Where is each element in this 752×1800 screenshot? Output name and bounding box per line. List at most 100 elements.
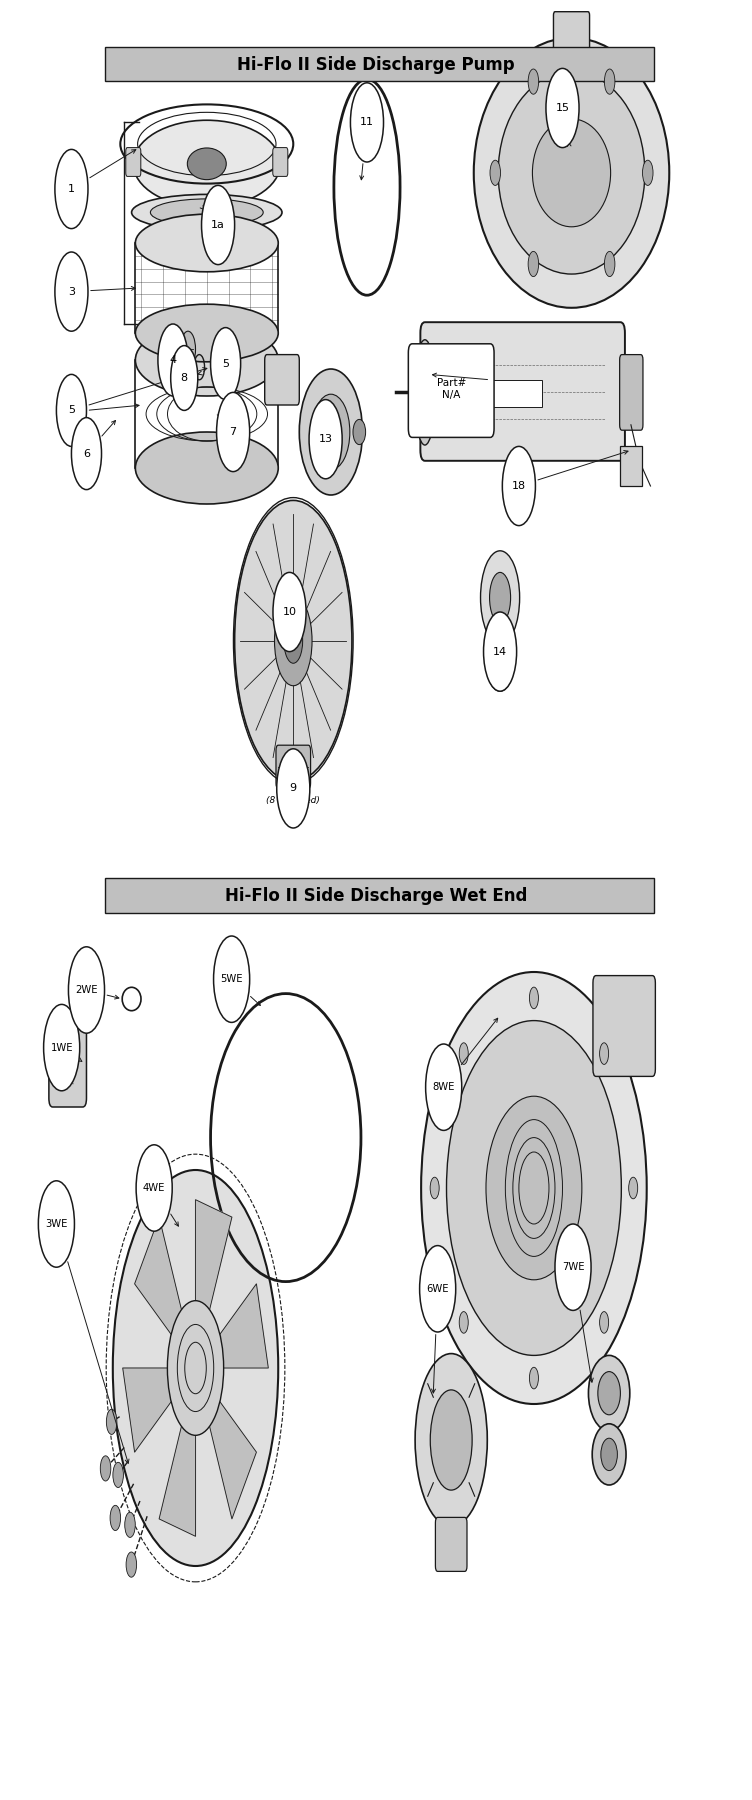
Circle shape — [528, 252, 538, 277]
Text: Hi-Flo II Side Discharge Wet End: Hi-Flo II Side Discharge Wet End — [225, 887, 527, 905]
Polygon shape — [196, 1199, 232, 1346]
Text: 8: 8 — [180, 373, 188, 383]
Ellipse shape — [601, 1438, 617, 1471]
Circle shape — [171, 346, 198, 410]
Ellipse shape — [532, 119, 611, 227]
Ellipse shape — [135, 304, 278, 362]
Circle shape — [110, 1505, 120, 1530]
Circle shape — [459, 1042, 468, 1064]
FancyBboxPatch shape — [273, 148, 288, 176]
Circle shape — [217, 392, 250, 472]
FancyBboxPatch shape — [408, 344, 494, 437]
Circle shape — [546, 68, 579, 148]
Circle shape — [214, 936, 250, 1022]
FancyBboxPatch shape — [484, 380, 542, 407]
Circle shape — [459, 1312, 468, 1334]
Circle shape — [235, 500, 352, 781]
Circle shape — [529, 986, 538, 1008]
Ellipse shape — [135, 324, 278, 396]
Text: 11: 11 — [360, 117, 374, 128]
Ellipse shape — [132, 194, 282, 230]
Circle shape — [277, 749, 310, 828]
Text: Hi-Flo II Side Discharge Pump: Hi-Flo II Side Discharge Pump — [237, 56, 515, 74]
Circle shape — [136, 1145, 172, 1231]
FancyBboxPatch shape — [435, 1517, 467, 1571]
Circle shape — [426, 1044, 462, 1130]
Circle shape — [629, 1177, 638, 1199]
Circle shape — [284, 619, 302, 662]
Circle shape — [415, 1354, 487, 1526]
FancyBboxPatch shape — [593, 976, 655, 1076]
Ellipse shape — [187, 148, 226, 180]
Circle shape — [211, 328, 241, 400]
Circle shape — [309, 400, 342, 479]
Ellipse shape — [593, 1424, 626, 1485]
FancyBboxPatch shape — [126, 148, 141, 176]
Circle shape — [555, 1224, 591, 1310]
Circle shape — [68, 947, 105, 1033]
Circle shape — [202, 185, 235, 265]
Ellipse shape — [498, 72, 645, 274]
Ellipse shape — [135, 432, 278, 504]
Circle shape — [55, 149, 88, 229]
FancyBboxPatch shape — [105, 47, 654, 81]
Ellipse shape — [150, 200, 263, 227]
FancyBboxPatch shape — [105, 878, 654, 913]
Circle shape — [158, 324, 188, 396]
Text: 9: 9 — [290, 783, 297, 794]
Ellipse shape — [589, 1355, 629, 1431]
Circle shape — [599, 1312, 608, 1334]
Text: 7: 7 — [229, 427, 237, 437]
Text: 3WE: 3WE — [45, 1219, 68, 1229]
Circle shape — [44, 1004, 80, 1091]
Text: (8 required): (8 required) — [266, 796, 320, 805]
Text: 1WE: 1WE — [50, 1042, 73, 1053]
Circle shape — [56, 374, 86, 446]
Polygon shape — [202, 1379, 256, 1519]
Circle shape — [71, 418, 102, 490]
Text: 4WE: 4WE — [143, 1183, 165, 1193]
Circle shape — [274, 596, 312, 686]
Circle shape — [420, 1246, 456, 1332]
Circle shape — [490, 160, 501, 185]
Circle shape — [493, 637, 508, 673]
Circle shape — [126, 1552, 137, 1577]
FancyBboxPatch shape — [265, 355, 299, 405]
Circle shape — [605, 252, 615, 277]
Text: 2WE: 2WE — [75, 985, 98, 995]
Text: 14: 14 — [493, 646, 507, 657]
Text: 4: 4 — [169, 355, 177, 365]
Circle shape — [490, 572, 511, 623]
Text: 10: 10 — [283, 607, 296, 617]
Circle shape — [485, 619, 515, 691]
Ellipse shape — [474, 38, 669, 308]
Circle shape — [605, 68, 615, 94]
Circle shape — [222, 331, 237, 367]
Circle shape — [55, 252, 88, 331]
Circle shape — [481, 551, 520, 644]
Polygon shape — [159, 1390, 196, 1537]
Circle shape — [599, 1042, 608, 1064]
Ellipse shape — [135, 214, 278, 272]
Text: 7WE: 7WE — [562, 1262, 584, 1273]
Text: 13: 13 — [319, 434, 332, 445]
Circle shape — [529, 1368, 538, 1390]
Ellipse shape — [447, 1021, 621, 1355]
Polygon shape — [123, 1368, 188, 1453]
Text: 3: 3 — [68, 286, 75, 297]
Ellipse shape — [299, 369, 362, 495]
FancyBboxPatch shape — [420, 322, 625, 461]
Polygon shape — [203, 1283, 268, 1368]
Circle shape — [125, 1512, 135, 1537]
FancyBboxPatch shape — [276, 745, 311, 788]
Circle shape — [273, 572, 306, 652]
Ellipse shape — [414, 340, 435, 445]
Circle shape — [484, 612, 517, 691]
Text: 1: 1 — [68, 184, 75, 194]
Text: Part#
N/A: Part# N/A — [436, 378, 466, 400]
FancyBboxPatch shape — [620, 355, 643, 430]
Circle shape — [430, 1177, 439, 1199]
Text: 5WE: 5WE — [220, 974, 243, 985]
Ellipse shape — [133, 121, 280, 207]
Circle shape — [100, 1456, 111, 1481]
